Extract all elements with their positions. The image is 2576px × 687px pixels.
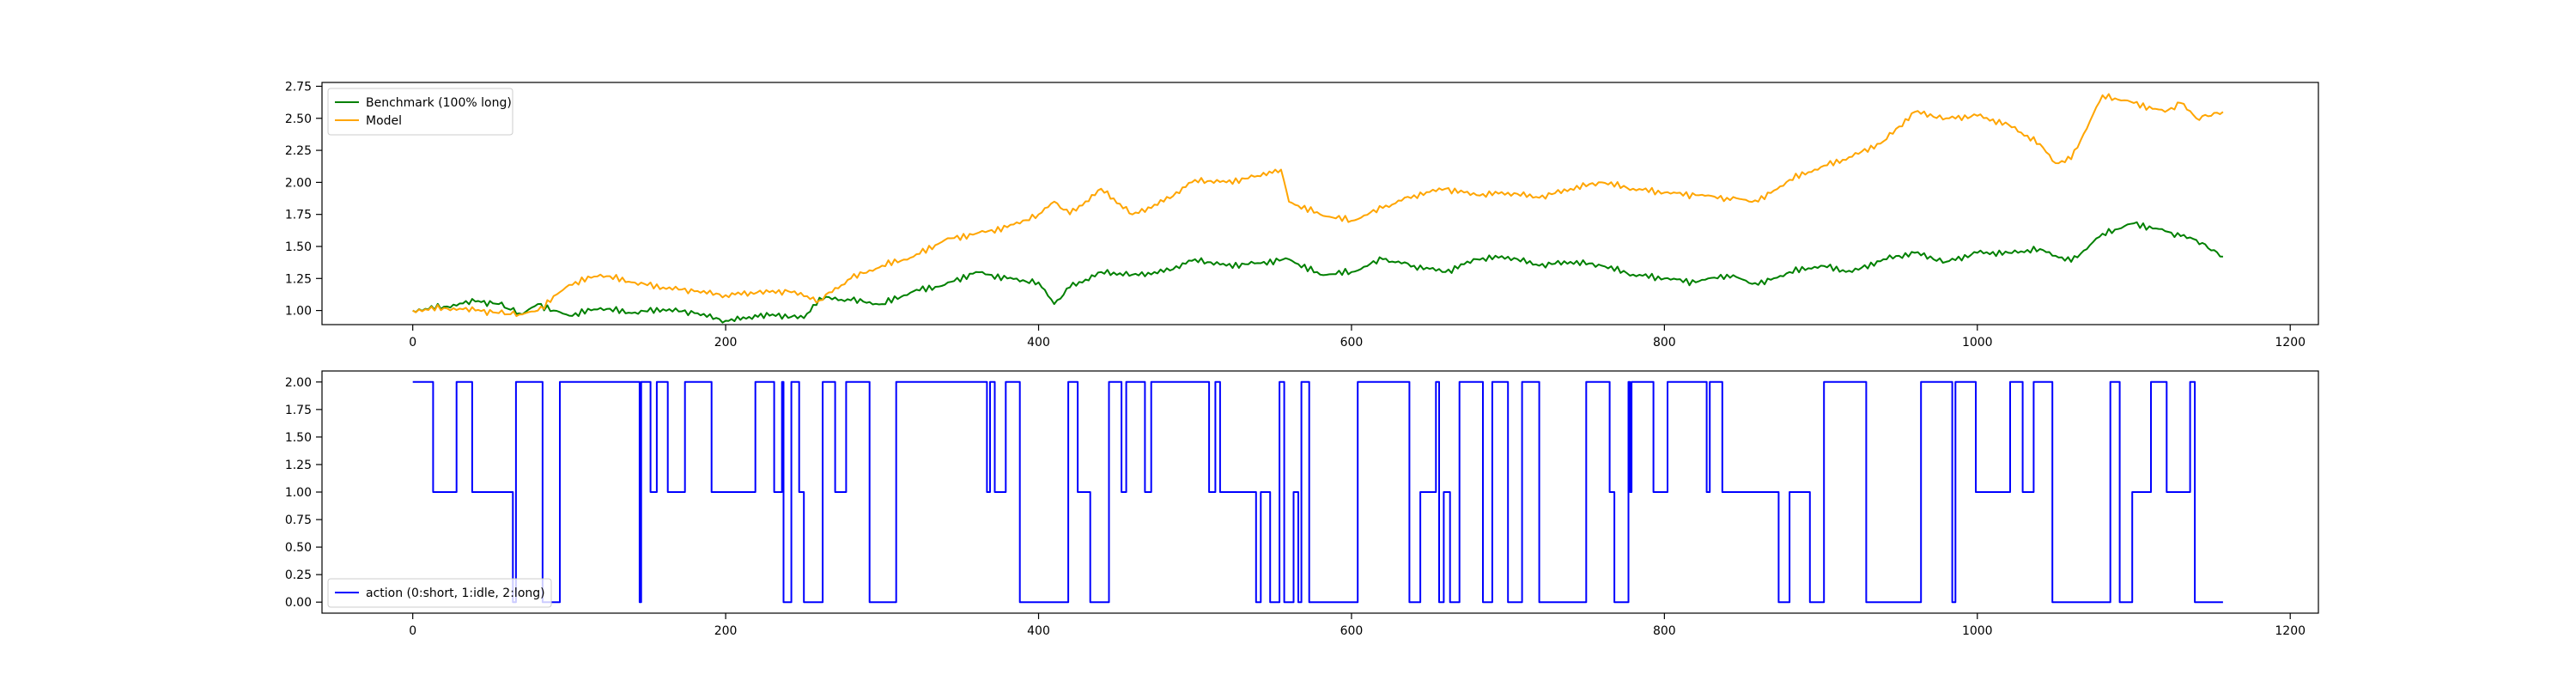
y-tick-label: 1.75 xyxy=(285,404,312,417)
y-tick-label: 1.50 xyxy=(285,431,312,445)
action-axes: 0 200 400 600 800 1000 1200 0.00 0.25 0.50 0.75 1.… xyxy=(285,370,2319,638)
y-tick-label: 0.00 xyxy=(285,596,312,610)
y-axis-ticks: 1.00 1.25 1.50 1.75 2.00 2.25 2.50 2.75 xyxy=(285,80,322,319)
series-line-benchmark-100-long xyxy=(412,221,2223,324)
x-tick-label: 600 xyxy=(1340,624,1364,638)
plot-area xyxy=(322,82,2318,325)
y-tick-label: 2.50 xyxy=(285,112,312,126)
x-tick-label: 200 xyxy=(714,336,738,350)
legend: Benchmark (100% long) Model xyxy=(327,88,513,136)
x-tick-label: 400 xyxy=(1027,336,1050,350)
x-tick-label: 0 xyxy=(409,336,416,350)
series-line-action-0-short-1-idle-2-long xyxy=(412,380,2223,604)
y-tick-label: 2.75 xyxy=(285,80,312,94)
legend-box xyxy=(327,88,513,136)
y-tick-label: 1.00 xyxy=(285,486,312,500)
equity-curve-axes: 0 200 400 600 800 1000 1200 1.00 1.25 1.50 1.75 2.… xyxy=(285,80,2319,350)
x-tick-label: 1000 xyxy=(1962,624,1993,638)
legend-label: action (0:short, 1:idle, 2:long) xyxy=(366,587,545,600)
plot-area xyxy=(322,371,2318,613)
legend-box xyxy=(327,578,552,608)
y-tick-label: 1.25 xyxy=(285,459,312,472)
x-axis-ticks: 0 200 400 600 800 1000 1200 xyxy=(409,613,2306,638)
x-tick-label: 1000 xyxy=(1962,336,1993,350)
y-axis-ticks: 0.00 0.25 0.50 0.75 1.00 1.25 1.50 1.75 2.00 xyxy=(285,376,322,610)
y-tick-label: 0.75 xyxy=(285,514,312,527)
y-tick-label: 2.00 xyxy=(285,376,312,390)
x-tick-label: 1200 xyxy=(2275,624,2306,638)
x-tick-label: 0 xyxy=(409,624,416,638)
y-tick-label: 2.25 xyxy=(285,144,312,158)
x-tick-label: 1200 xyxy=(2275,336,2306,350)
axes-frame xyxy=(321,370,2319,614)
y-tick-label: 0.25 xyxy=(285,568,312,582)
series-line-model xyxy=(412,93,2224,318)
x-tick-label: 600 xyxy=(1340,336,1364,350)
y-tick-label: 0.50 xyxy=(285,541,312,555)
y-tick-label: 1.25 xyxy=(285,272,312,286)
y-tick-label: 1.00 xyxy=(285,305,312,319)
y-tick-label: 1.50 xyxy=(285,240,312,254)
series-lines xyxy=(412,380,2223,604)
y-tick-label: 1.75 xyxy=(285,209,312,222)
y-tick-label: 2.00 xyxy=(285,176,312,190)
x-tick-label: 200 xyxy=(714,624,738,638)
series-lines xyxy=(412,93,2224,324)
x-axis-ticks: 0 200 400 600 800 1000 1200 xyxy=(409,325,2306,350)
x-tick-label: 400 xyxy=(1027,624,1050,638)
x-tick-label: 800 xyxy=(1653,336,1676,350)
x-tick-label: 800 xyxy=(1653,624,1676,638)
legend-label: Model xyxy=(366,114,402,128)
axes-frame xyxy=(321,82,2319,325)
legend: action (0:short, 1:idle, 2:long) xyxy=(327,578,552,608)
legend-label: Benchmark (100% long) xyxy=(366,96,512,110)
